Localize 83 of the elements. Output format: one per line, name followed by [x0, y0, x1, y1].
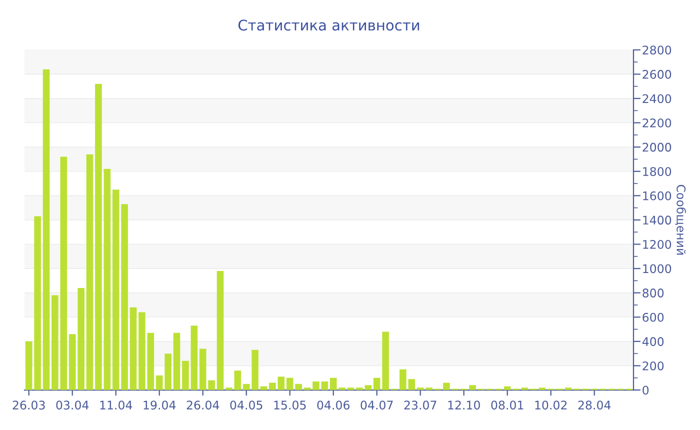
x-tick-label: 12.10 — [448, 400, 480, 410]
bar — [121, 204, 128, 390]
bar — [182, 360, 189, 390]
bar — [295, 384, 302, 390]
y-tick-label: 2200 — [642, 118, 672, 128]
bar — [104, 168, 111, 390]
bar — [34, 216, 41, 390]
y-tick-label: 2600 — [642, 70, 672, 79]
bar — [78, 288, 84, 390]
x-tick-label: 15.05 — [274, 400, 306, 410]
bar — [138, 312, 146, 390]
bar — [364, 385, 372, 390]
x-tick-label: 10.02 — [535, 400, 567, 410]
x-tick-label: 23.07 — [404, 400, 436, 410]
bar — [416, 388, 424, 390]
bar — [469, 385, 476, 390]
bar — [321, 382, 328, 390]
x-tick-label: 28.04 — [578, 400, 611, 410]
bar — [130, 307, 137, 390]
bar — [269, 382, 276, 390]
bar — [52, 295, 58, 390]
bar — [199, 348, 206, 390]
y-tick-label: 2400 — [642, 94, 672, 104]
bar — [112, 190, 120, 390]
bar — [86, 154, 94, 390]
bar — [408, 379, 416, 390]
bar — [95, 84, 102, 390]
bar — [564, 388, 572, 390]
bar — [521, 388, 528, 390]
y-tick-label: 600 — [642, 312, 664, 322]
y-tick-label: 200 — [642, 361, 664, 370]
y-tick-label: 400 — [642, 337, 664, 346]
bar — [426, 388, 432, 390]
bar — [373, 378, 380, 390]
y-tick-label: 1400 — [643, 216, 672, 225]
bar — [347, 388, 354, 390]
y-tick-label: 1800 — [643, 167, 672, 176]
y-axis-title: Сообщений — [675, 184, 686, 255]
bar — [538, 388, 546, 390]
y-tick-label: 1000 — [643, 264, 672, 274]
x-tick-label: 03.04 — [56, 400, 89, 410]
bar — [173, 332, 180, 390]
y-tick-label: 0 — [642, 386, 649, 395]
bar — [147, 332, 154, 390]
bar — [234, 370, 242, 390]
bar — [164, 354, 172, 390]
bar — [278, 376, 285, 390]
bar — [286, 378, 294, 390]
bar — [190, 326, 198, 390]
y-tick-label: 2800 — [642, 46, 672, 55]
bar — [443, 382, 450, 390]
bar — [312, 382, 320, 390]
bar — [68, 334, 76, 390]
x-tick-label: 04.06 — [317, 400, 350, 410]
y-tick-label: 800 — [642, 288, 664, 298]
bar — [400, 369, 406, 390]
x-tick-label: 04.05 — [230, 400, 262, 410]
bar — [242, 384, 250, 390]
bar — [330, 378, 337, 390]
bar — [504, 386, 511, 390]
x-tick-label: 19.04 — [144, 400, 176, 410]
bar — [304, 388, 311, 390]
y-tick-label: 1200 — [643, 240, 672, 249]
x-tick-label: 26.04 — [186, 400, 220, 410]
bar — [338, 388, 346, 390]
x-tick-label: 04.07 — [360, 400, 393, 410]
y-tick-label: 1600 — [643, 191, 672, 200]
bar — [252, 350, 258, 390]
bar — [25, 341, 32, 390]
bar — [60, 156, 68, 390]
bar — [208, 380, 215, 390]
x-tick-label: 26.03 — [12, 400, 45, 410]
y-tick-label: 2000 — [642, 142, 672, 152]
x-tick-label: 08.01 — [491, 400, 524, 410]
bar — [260, 386, 268, 390]
bar — [42, 69, 50, 390]
bar — [226, 388, 232, 390]
bar — [156, 375, 163, 390]
x-tick-label: 11.04 — [100, 400, 132, 410]
bar — [356, 388, 363, 390]
bar — [216, 270, 224, 390]
bar — [382, 332, 389, 390]
chart-title: Статистика активности — [238, 20, 420, 31]
